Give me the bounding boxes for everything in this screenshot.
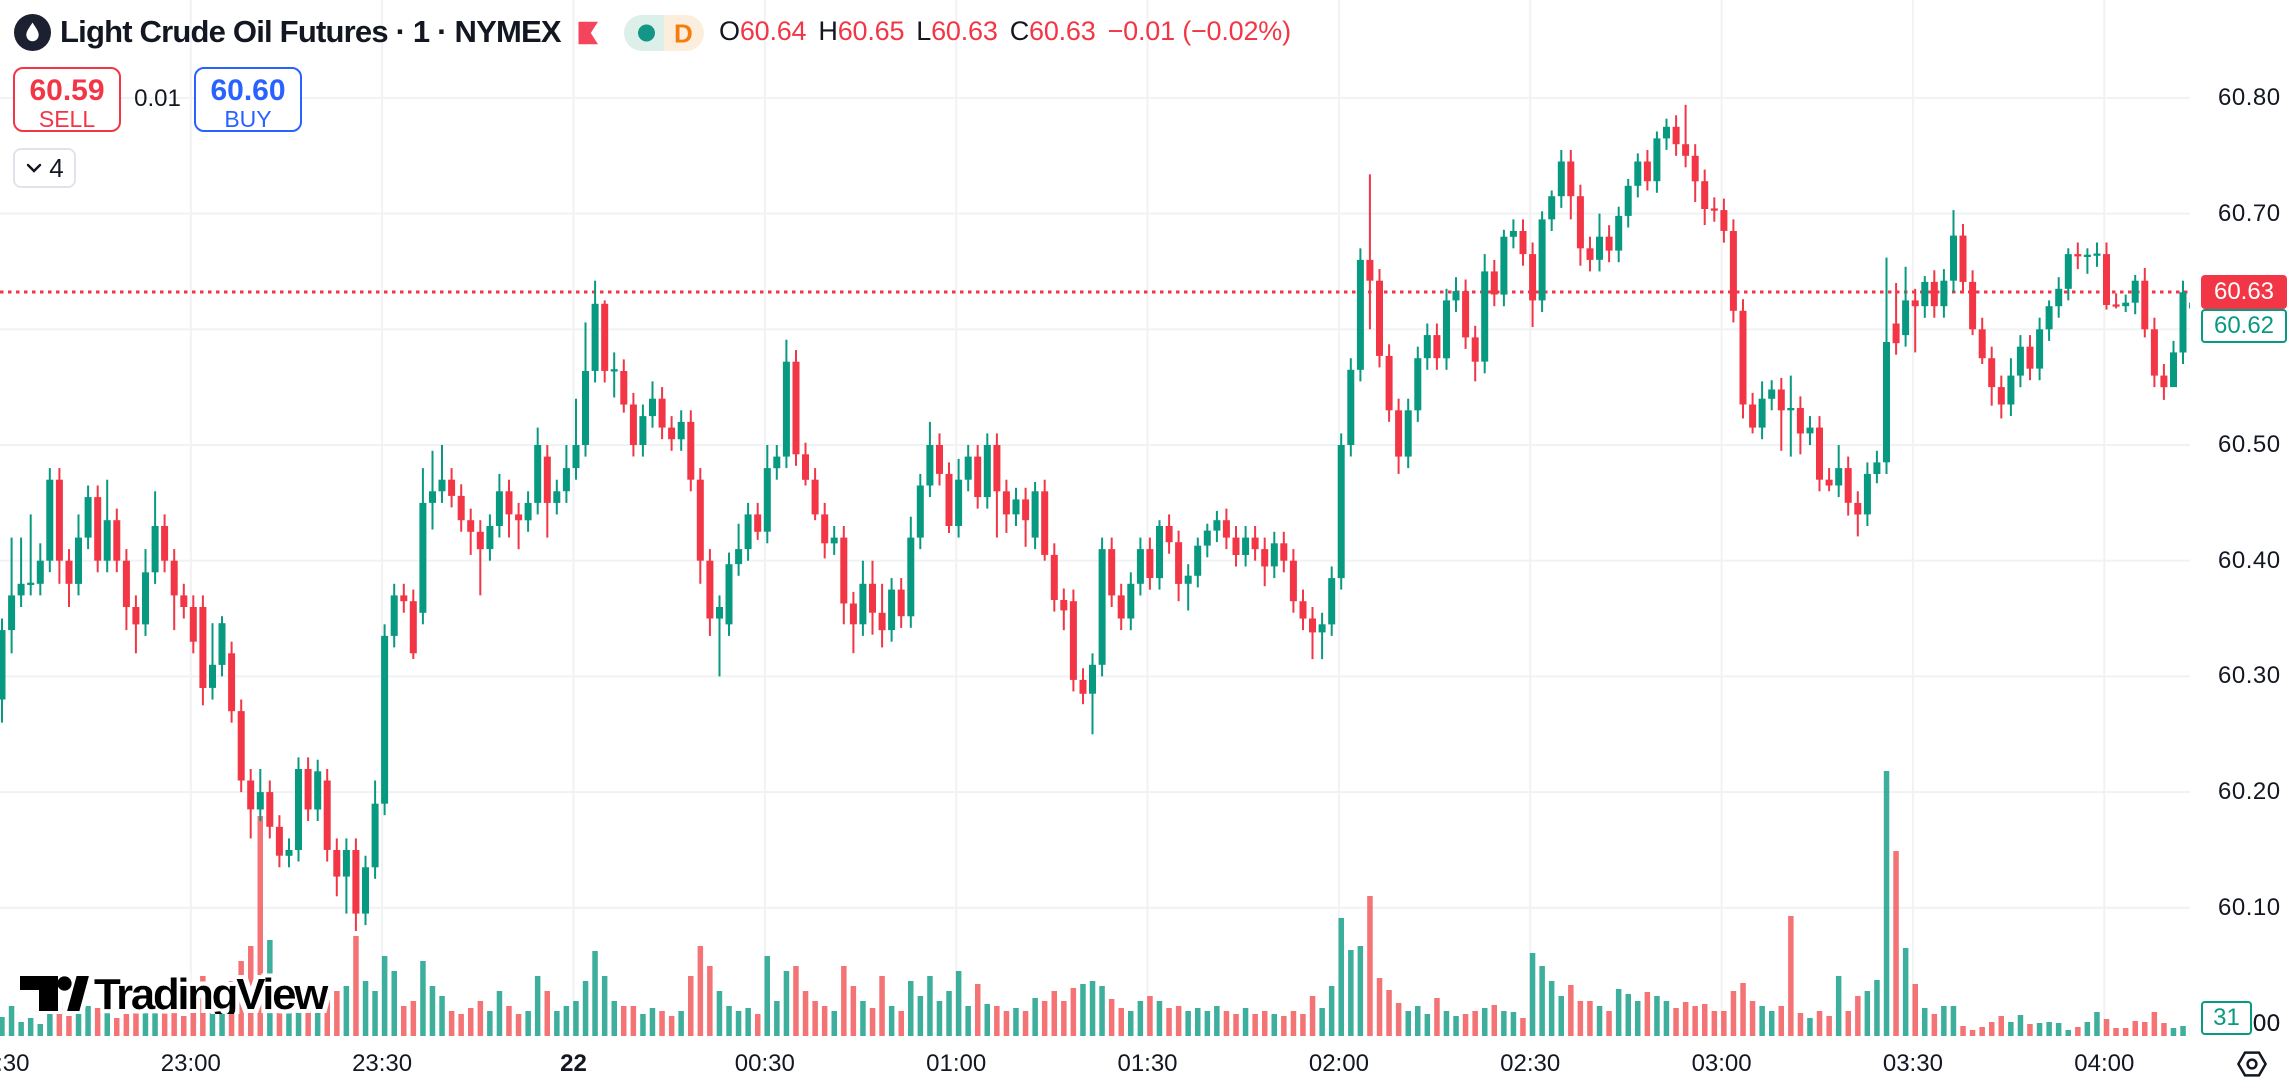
svg-text:TradingView: TradingView [94,970,329,1014]
svg-text:D: D [674,19,693,49]
